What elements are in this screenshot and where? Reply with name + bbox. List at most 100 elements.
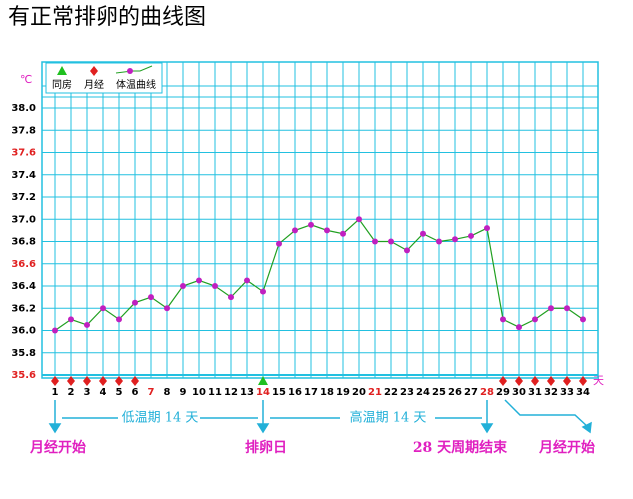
- marker: [51, 376, 59, 386]
- x-tick-label: 14: [256, 387, 270, 398]
- x-tick-label: 13: [240, 387, 254, 398]
- x-tick-label: 12: [224, 387, 238, 398]
- x-tick-label: 28: [480, 387, 494, 398]
- marker: [67, 376, 75, 386]
- legend-label: 体温曲线: [116, 78, 156, 91]
- y-unit: ℃: [20, 73, 32, 86]
- arrows: [48, 399, 592, 434]
- x-tick-label: 8: [164, 387, 171, 398]
- x-tick-label: 31: [528, 387, 542, 398]
- annotation: 月经开始: [29, 439, 86, 456]
- y-tick-label: 35.6: [11, 370, 36, 381]
- x-tick-label: 26: [448, 387, 462, 398]
- marker: [258, 376, 268, 385]
- x-tick-label: 33: [560, 387, 574, 398]
- temperature-point: [484, 225, 490, 232]
- temperature-point: [516, 324, 522, 331]
- temperature-point: [164, 305, 170, 312]
- y-tick-label: 37.0: [11, 214, 36, 225]
- x-tick-label: 30: [512, 387, 526, 398]
- x-unit: 天: [593, 374, 604, 387]
- y-tick-label: 37.4: [11, 170, 36, 181]
- temperature-point: [52, 327, 58, 334]
- temperature-point: [452, 236, 458, 243]
- x-tick-label: 1: [52, 387, 59, 398]
- x-tick-label: 21: [368, 387, 382, 398]
- low-phase-label: 低温期 14 天: [122, 411, 199, 426]
- y-tick-label: 35.8: [11, 348, 36, 359]
- temperature-point: [356, 216, 362, 223]
- marker: [90, 66, 98, 76]
- chart-title: 有正常排卵的曲线图: [8, 5, 206, 30]
- x-tick-label: 18: [320, 387, 334, 398]
- marker: [131, 376, 139, 386]
- x-tick-label: 4: [100, 387, 107, 398]
- temperature-point: [500, 316, 506, 323]
- x-tick-label: 7: [148, 387, 155, 398]
- temperature-point: [180, 283, 186, 289]
- temperature-line: [54, 218, 584, 331]
- x-tick-label: 34: [576, 387, 590, 398]
- x-tick-label: 32: [544, 387, 558, 398]
- marker: [579, 376, 587, 386]
- temperature-point: [228, 294, 234, 301]
- temperature-point: [276, 240, 282, 247]
- x-tick-label: 9: [180, 387, 187, 398]
- temperature-point: [132, 299, 138, 306]
- temperature-point: [404, 247, 410, 254]
- marker: [531, 376, 539, 386]
- x-tick-label: 20: [352, 387, 366, 398]
- legend-marker: [127, 68, 133, 74]
- annotation: 排卵日: [245, 439, 287, 456]
- legend-label: 月经: [84, 78, 104, 91]
- x-tick-label: 27: [464, 387, 478, 398]
- y-tick-label: 37.2: [11, 192, 36, 203]
- marker: [115, 376, 123, 386]
- x-tick-label: 5: [116, 387, 123, 398]
- y-tick-label: 37.6: [11, 148, 36, 159]
- temperature-point: [548, 305, 554, 312]
- y-tick-label: 36.8: [11, 237, 36, 248]
- temperature-point: [564, 305, 570, 312]
- x-tick-label: 3: [84, 387, 91, 398]
- temperature-point: [532, 316, 538, 323]
- x-tick-label: 29: [496, 387, 510, 398]
- temperature-point: [436, 238, 442, 245]
- marker: [547, 376, 555, 386]
- temperature-point: [260, 288, 266, 295]
- marker: [83, 376, 91, 386]
- marker: [499, 376, 507, 386]
- x-tick-label: 25: [432, 387, 446, 398]
- x-tick-label: 19: [336, 387, 350, 398]
- y-tick-label: 36.0: [11, 326, 36, 337]
- temperature-point: [388, 238, 394, 245]
- temperature-point: [212, 283, 218, 289]
- temperature-point: [340, 230, 346, 237]
- temperature-point: [292, 227, 298, 234]
- temperature-point: [468, 232, 474, 239]
- x-tick-label: 24: [416, 387, 430, 398]
- x-tick-label: 6: [132, 387, 139, 398]
- temperature-point: [148, 294, 154, 301]
- x-tick-label: 16: [288, 387, 302, 398]
- temperature-point: [196, 277, 202, 284]
- x-tick-label: 17: [304, 387, 318, 398]
- high-phase-label: 高温期 14 天: [350, 410, 427, 426]
- annotation: 28 天周期结束: [413, 439, 508, 456]
- plot-frame: [41, 61, 599, 379]
- marker: [563, 376, 571, 386]
- x-tick-label: 11: [208, 387, 222, 398]
- y-tick-label: 36.4: [11, 281, 36, 292]
- legend-box: [45, 62, 163, 94]
- temperature-point: [84, 321, 90, 328]
- annotation: 月经开始: [538, 439, 595, 456]
- temperature-point: [580, 316, 586, 323]
- temperature-point: [372, 238, 378, 245]
- y-tick-label: 38.0: [11, 103, 36, 114]
- legend-line: [115, 65, 153, 74]
- x-tick-label: 2: [68, 387, 75, 398]
- marker: [99, 376, 107, 386]
- legend-label: 同房: [52, 78, 72, 91]
- temperature-point: [420, 230, 426, 237]
- temperature-point: [100, 305, 106, 312]
